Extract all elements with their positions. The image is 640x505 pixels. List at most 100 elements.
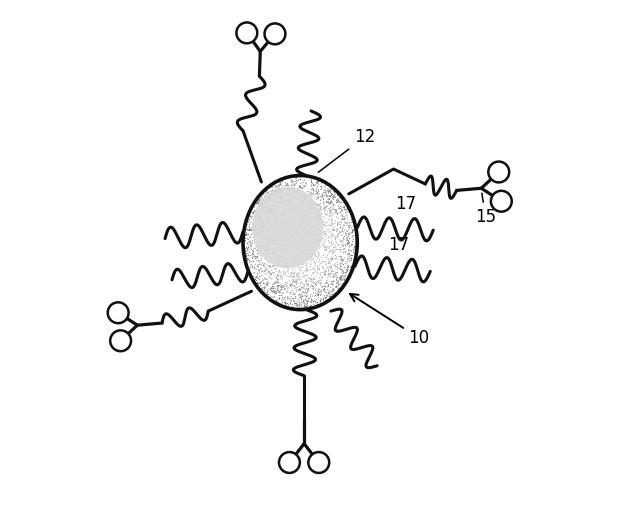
Point: [333, 230, 344, 238]
Point: [291, 218, 301, 226]
Point: [323, 263, 333, 271]
Point: [285, 288, 296, 296]
Point: [274, 281, 284, 289]
Point: [276, 185, 286, 193]
Point: [314, 285, 324, 293]
Point: [298, 287, 308, 295]
Point: [253, 232, 264, 240]
Point: [307, 282, 317, 290]
Point: [296, 173, 306, 181]
Point: [275, 238, 285, 246]
Point: [283, 207, 293, 215]
Point: [263, 238, 273, 246]
Point: [255, 226, 265, 234]
Point: [316, 281, 326, 289]
Point: [317, 284, 327, 292]
Point: [300, 304, 310, 312]
Point: [282, 208, 292, 216]
Point: [343, 231, 353, 239]
Point: [284, 251, 294, 260]
Point: [278, 263, 289, 271]
Point: [251, 222, 261, 230]
Point: [264, 209, 274, 217]
Point: [244, 226, 255, 234]
Point: [328, 250, 338, 258]
Point: [283, 255, 293, 263]
Point: [310, 267, 321, 275]
Point: [331, 207, 341, 215]
Point: [328, 261, 339, 269]
Point: [275, 195, 285, 204]
Point: [283, 230, 293, 238]
Point: [287, 185, 297, 193]
Point: [277, 229, 287, 237]
Point: [330, 235, 340, 243]
Point: [288, 230, 298, 238]
Point: [317, 230, 327, 238]
Point: [253, 199, 264, 208]
Point: [275, 179, 285, 187]
Point: [276, 187, 286, 195]
Point: [291, 195, 301, 203]
Point: [321, 294, 331, 302]
Point: [276, 216, 286, 224]
Point: [289, 204, 299, 212]
Point: [308, 180, 319, 188]
Point: [289, 180, 299, 188]
Point: [294, 183, 305, 191]
Point: [272, 203, 282, 211]
Point: [327, 291, 337, 299]
Point: [342, 239, 353, 247]
Point: [262, 275, 272, 283]
Point: [274, 193, 284, 201]
Point: [328, 273, 339, 281]
Point: [282, 284, 292, 292]
Point: [347, 228, 357, 236]
Point: [269, 187, 279, 195]
Point: [246, 225, 257, 233]
Point: [260, 280, 270, 288]
Point: [272, 259, 282, 267]
Point: [321, 211, 331, 219]
Point: [320, 181, 330, 189]
Point: [268, 280, 278, 288]
Point: [271, 274, 282, 282]
Point: [323, 281, 333, 289]
Point: [301, 289, 312, 297]
Point: [289, 193, 300, 201]
Point: [260, 188, 270, 196]
Point: [280, 278, 291, 286]
Point: [248, 250, 258, 258]
Point: [330, 219, 340, 227]
Point: [278, 208, 288, 216]
Point: [335, 199, 346, 207]
Point: [336, 208, 346, 216]
Point: [307, 250, 317, 259]
Point: [266, 192, 276, 200]
Point: [289, 199, 300, 208]
Point: [301, 212, 311, 220]
Point: [316, 253, 326, 261]
Point: [323, 288, 333, 296]
Point: [346, 216, 356, 224]
Point: [292, 275, 302, 283]
Point: [343, 272, 353, 280]
Point: [276, 282, 286, 290]
Point: [300, 302, 310, 311]
Point: [339, 245, 349, 253]
Point: [294, 285, 304, 293]
Point: [310, 280, 320, 288]
Point: [255, 275, 265, 283]
Point: [316, 296, 326, 305]
Point: [290, 265, 300, 273]
Point: [243, 225, 253, 233]
Point: [338, 215, 348, 223]
Point: [276, 244, 286, 252]
Point: [324, 271, 334, 279]
Point: [308, 220, 319, 228]
Point: [315, 260, 325, 268]
Point: [243, 235, 253, 243]
Point: [266, 207, 276, 215]
Point: [265, 235, 275, 243]
Point: [301, 277, 311, 285]
